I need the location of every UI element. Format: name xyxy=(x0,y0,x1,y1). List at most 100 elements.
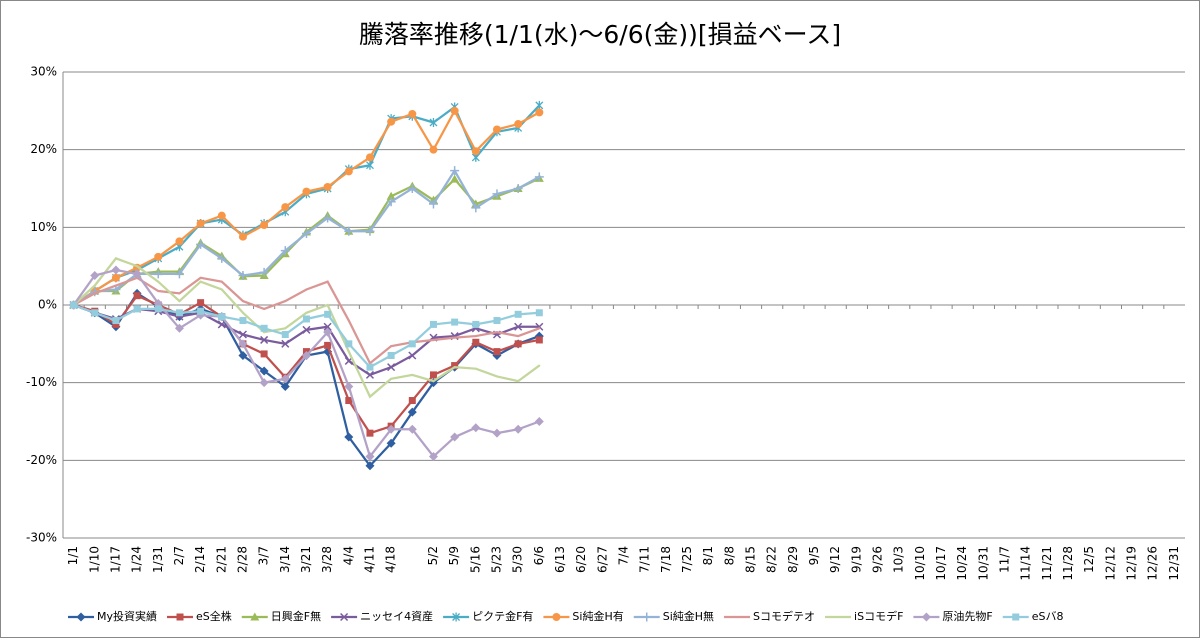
legend-label: ニッセイ4資産 xyxy=(360,610,433,623)
marker xyxy=(407,184,417,193)
point xyxy=(368,395,371,398)
marker xyxy=(196,219,205,228)
point xyxy=(411,373,414,376)
marker xyxy=(323,213,333,223)
x-tick-label: 7/18 xyxy=(659,546,673,573)
marker xyxy=(217,253,227,263)
marker xyxy=(450,174,460,183)
point xyxy=(474,335,477,338)
point xyxy=(453,366,456,369)
marker xyxy=(260,335,269,344)
marker xyxy=(386,191,396,200)
marker xyxy=(238,232,247,241)
marker xyxy=(238,339,248,349)
marker xyxy=(471,147,480,156)
point xyxy=(178,300,181,303)
x-tick-label: 12/12 xyxy=(1103,546,1117,581)
marker xyxy=(176,613,184,621)
marker xyxy=(111,273,120,282)
x-tick-label: 1/10 xyxy=(87,546,101,573)
legend-label: eS全株 xyxy=(196,609,232,623)
marker xyxy=(535,108,544,117)
marker xyxy=(70,301,78,309)
marker xyxy=(514,310,522,318)
x-tick-label: 10/3 xyxy=(892,546,906,573)
marker xyxy=(471,203,481,213)
x-tick-label: 10/10 xyxy=(913,546,927,581)
marker xyxy=(407,424,417,434)
marker xyxy=(429,145,438,154)
marker xyxy=(514,322,523,331)
marker xyxy=(472,320,480,328)
x-tick-label: 6/13 xyxy=(553,546,567,573)
point xyxy=(495,331,498,334)
marker xyxy=(175,237,184,246)
legend-label: ピクテ金F有 xyxy=(472,609,533,623)
x-tick-label: 7/4 xyxy=(617,546,631,565)
x-tick-label: 8/1 xyxy=(701,546,715,565)
point xyxy=(432,338,435,341)
marker xyxy=(239,317,247,325)
x-tick-label: 8/8 xyxy=(722,546,736,565)
x-tick-label: 5/2 xyxy=(426,546,440,565)
x-tick-label: 7/25 xyxy=(680,546,694,573)
point xyxy=(241,300,244,303)
marker xyxy=(111,265,121,275)
marker xyxy=(513,424,523,434)
x-tick-label: 8/29 xyxy=(786,546,800,573)
marker xyxy=(91,309,99,317)
x-tick-label: 1/1 xyxy=(66,546,80,565)
legend-label: eSバ8 xyxy=(1032,610,1064,623)
legend: My投資実績 eS全株 日興金F無 ニッセイ4資産 ピクテ金F有 Si純金H有 Si純金H無… xyxy=(68,609,1063,623)
x-tick-label: 10/17 xyxy=(934,546,948,581)
legend-label: Si純金H無 xyxy=(663,609,714,623)
x-tick-label: 6/6 xyxy=(532,546,546,565)
point xyxy=(453,336,456,339)
marker xyxy=(514,340,522,348)
marker xyxy=(1012,613,1020,621)
marker xyxy=(132,269,142,279)
marker xyxy=(281,339,290,348)
marker xyxy=(921,612,931,622)
marker xyxy=(133,292,141,300)
marker xyxy=(471,423,481,433)
marker xyxy=(344,382,354,392)
marker xyxy=(365,451,375,461)
marker xyxy=(429,117,438,127)
marker xyxy=(260,324,268,332)
x-tick-label: 5/30 xyxy=(511,546,525,573)
point xyxy=(241,311,244,314)
marker xyxy=(174,269,184,279)
point xyxy=(93,292,96,295)
marker xyxy=(492,428,502,438)
marker xyxy=(534,417,544,426)
legend-label: My投資実績 xyxy=(97,609,157,623)
marker xyxy=(365,461,375,471)
marker xyxy=(197,307,205,315)
marker xyxy=(238,350,248,360)
marker xyxy=(451,318,459,326)
point xyxy=(474,367,477,370)
marker xyxy=(260,350,268,358)
marker xyxy=(260,221,269,230)
y-tick-label: -20% xyxy=(26,453,57,467)
x-tick-label: 12/31 xyxy=(1167,546,1181,581)
marker xyxy=(493,317,501,325)
x-tick-label: 9/5 xyxy=(807,546,821,565)
marker xyxy=(408,340,416,348)
x-tick-label: 4/4 xyxy=(341,546,355,565)
marker xyxy=(154,305,162,313)
x-tick-label: 9/19 xyxy=(849,546,863,573)
marker xyxy=(387,363,396,372)
point xyxy=(390,345,393,348)
marker xyxy=(450,166,460,176)
marker xyxy=(345,340,353,348)
marker xyxy=(642,612,652,622)
point xyxy=(157,280,160,283)
x-tick-label: 8/22 xyxy=(765,546,779,573)
marker xyxy=(281,331,289,339)
marker xyxy=(259,366,269,376)
point xyxy=(199,276,202,279)
x-tick-label: 4/18 xyxy=(384,546,398,573)
